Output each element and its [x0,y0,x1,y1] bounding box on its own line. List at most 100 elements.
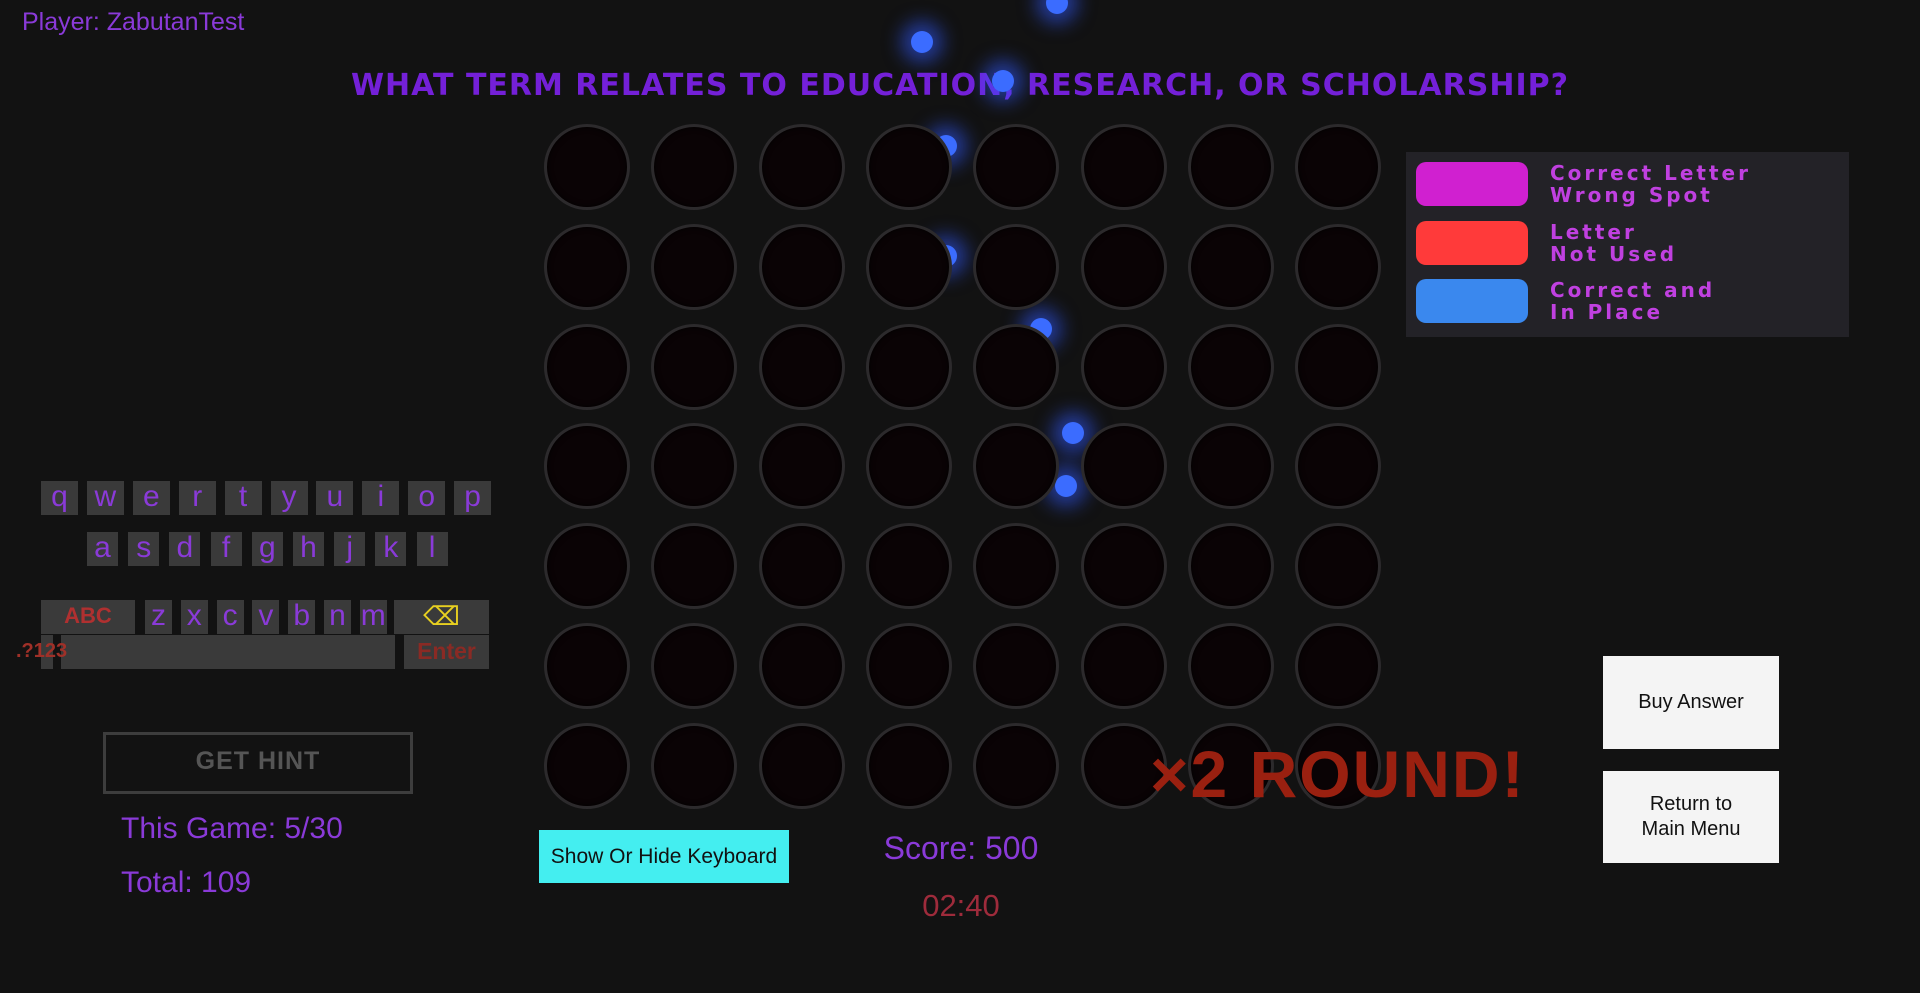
grid-cell [973,623,1060,709]
key-b[interactable]: b [288,600,316,634]
key-r[interactable]: r [178,481,216,515]
grid-cell [651,423,738,510]
key-a[interactable]: a [87,532,118,566]
grid-cell [651,523,738,610]
particle [992,70,1014,92]
particle [911,31,933,53]
grid-cell [1187,223,1274,310]
legend-in-place: Correct and In Place [1416,279,1715,323]
key-symbols[interactable]: .?123 [16,640,68,662]
grid-cell [1295,223,1382,310]
get-hint-button[interactable]: GET HINT [103,732,413,794]
key-k[interactable]: k [375,532,407,566]
grid-cell [758,623,845,709]
grid-cell [865,323,952,410]
grid-cell [544,423,630,510]
grid-cell [1295,423,1382,510]
key-z[interactable]: z [145,600,172,634]
grid-cell [865,623,952,709]
legend-not-used: Letter Not Used [1416,221,1677,265]
grid-cell [865,223,952,310]
grid-cell [973,124,1060,210]
key-u[interactable]: u [316,481,354,515]
grid-cell [1080,423,1167,510]
grid-cell [1080,124,1167,210]
key-h[interactable]: h [293,532,324,566]
grid-cell [1080,623,1167,709]
key-i[interactable]: i [362,481,400,515]
key-abc[interactable]: ABC [41,600,135,634]
grid-cell [1187,623,1274,709]
legend-label: Correct Letter Wrong Spot [1550,161,1751,207]
grid-cell [1080,523,1167,610]
grid-cell [1295,623,1382,709]
key-c[interactable]: c [216,600,244,634]
key-e[interactable]: e [132,481,170,515]
grid-cell [651,124,738,210]
key-s[interactable]: s [128,532,160,566]
grid-cell [758,523,845,610]
grid-cell [1187,523,1274,610]
key-backspace[interactable]: ⌫ [394,600,489,634]
key-v[interactable]: v [252,600,280,634]
total-count: Total: 109 [121,866,252,899]
grid-cell [758,323,845,410]
grid-cell [651,623,738,709]
grid-cell [544,722,630,809]
grid-cell [865,523,952,610]
key-space[interactable] [61,635,395,669]
key-j[interactable]: j [334,532,366,566]
grid-cell [1295,722,1382,809]
particle [1062,422,1084,444]
backspace-icon: ⌫ [423,601,460,631]
key-symbols-bg [41,635,53,669]
key-f[interactable]: f [210,532,242,566]
key-l[interactable]: l [416,532,448,566]
grid-cell [544,124,630,210]
key-y[interactable]: y [270,481,308,515]
this-game-count: This Game: 5/30 [121,812,343,845]
grid-cell [973,223,1060,310]
legend-wrong-spot: Correct Letter Wrong Spot [1416,162,1751,206]
key-o[interactable]: o [408,481,446,515]
key-w[interactable]: w [86,481,124,515]
grid-cell [973,323,1060,410]
grid-cell [758,423,845,510]
key-n[interactable]: n [324,600,351,634]
grid-cell [1187,124,1274,210]
legend-swatch [1416,162,1528,206]
return-main-menu-button[interactable]: Return to Main Menu [1603,771,1779,863]
grid-cell [544,623,630,709]
grid-cell [1295,523,1382,610]
key-enter[interactable]: Enter [404,635,489,669]
key-g[interactable]: g [251,532,283,566]
key-d[interactable]: d [169,532,201,566]
grid-cell [1080,722,1167,809]
grid-cell [544,223,630,310]
key-q[interactable]: q [41,481,78,515]
grid-cell [1187,323,1274,410]
toggle-keyboard-button[interactable]: Show Or Hide Keyboard [539,830,789,883]
grid-cell [651,722,738,809]
legend-label: Correct and In Place [1550,278,1716,324]
legend-swatch [1416,221,1528,265]
legend-label: Letter Not Used [1550,220,1678,266]
score: Score: 500 [883,830,1039,866]
grid-cell [973,523,1060,610]
key-x[interactable]: x [180,600,208,634]
buy-answer-button[interactable]: Buy Answer [1603,656,1779,749]
grid-cell [758,223,845,310]
key-m[interactable]: m [359,599,387,634]
grid-cell [1187,423,1274,510]
key-p[interactable]: p [454,481,492,515]
grid-cell [973,423,1060,510]
grid-cell [1295,124,1382,210]
grid-cell [865,423,952,510]
grid-cell [651,323,738,410]
grid-cell [758,722,845,809]
grid-cell [865,722,952,809]
grid-cell [758,124,845,210]
grid-cell [651,223,738,310]
grid-cell [1187,722,1274,809]
key-t[interactable]: t [224,481,262,515]
